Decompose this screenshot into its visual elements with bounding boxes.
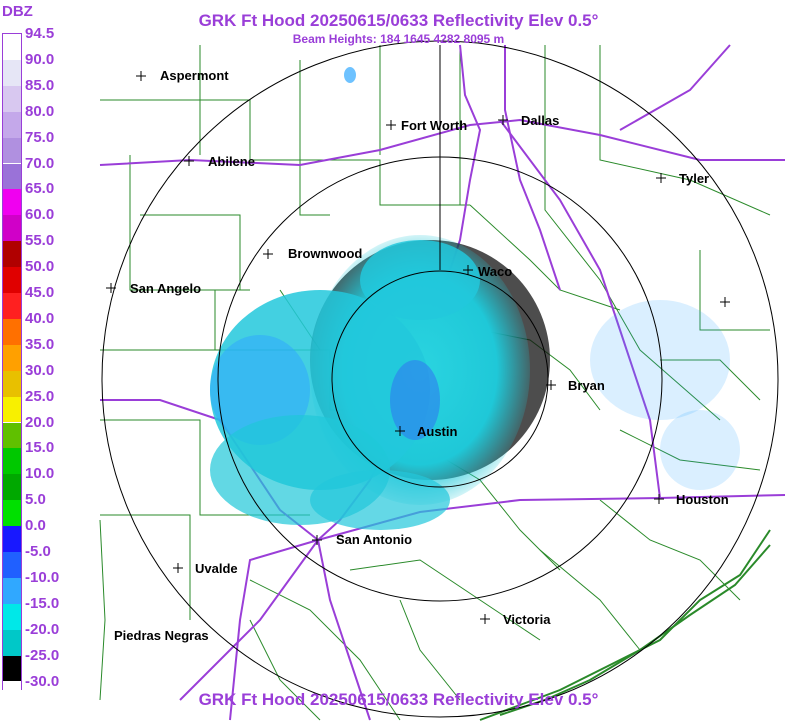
legend-value: -15.0 — [25, 594, 60, 612]
beam-heights: Beam Heights: 184 1645 4282 8095 m — [292, 32, 505, 46]
city-label-abilene: Abilene — [208, 154, 255, 169]
city-label-brownwood: Brownwood — [288, 246, 362, 261]
legend-value: 55.0 — [25, 232, 55, 250]
legend-swatch — [3, 59, 21, 86]
legend-swatch — [3, 500, 21, 527]
legend-value: 10.0 — [25, 465, 55, 483]
legend-value: -30.0 — [25, 672, 60, 690]
legend-value: 15.0 — [25, 439, 55, 457]
legend-value: 50.0 — [25, 258, 55, 276]
city-label-bryan: Bryan — [568, 378, 605, 393]
map-title: GRK Ft Hood 20250615/0633 Reflectivity E… — [198, 11, 599, 30]
city-label-austin: Austin — [417, 424, 458, 439]
legend-value: 94.5 — [25, 25, 55, 42]
legend-value: -20.0 — [25, 620, 60, 638]
legend-swatch — [3, 293, 21, 319]
legend-swatch — [3, 318, 21, 345]
legend-value: -5.0 — [25, 543, 51, 560]
legend-swatch — [3, 111, 21, 138]
legend-value: 40.0 — [25, 309, 55, 327]
legend-value: 80.0 — [25, 102, 55, 120]
legend-swatch — [3, 422, 21, 449]
legend-swatch — [3, 474, 21, 501]
legend-value: 45.0 — [25, 284, 55, 301]
legend-swatch — [3, 215, 21, 242]
city-label-houston: Houston — [676, 492, 729, 507]
legend-value: 65.0 — [25, 180, 55, 198]
city-marker — [106, 71, 730, 624]
legend-value: 30.0 — [25, 361, 55, 379]
city-label-fort-worth: Fort Worth — [401, 118, 467, 133]
legend-swatch — [3, 163, 21, 190]
map-title-bottom: GRK Ft Hood 20250615/0633 Reflectivity E… — [198, 690, 599, 709]
legend-value: 20.0 — [25, 413, 55, 431]
legend-value: 0.0 — [25, 517, 46, 535]
city-label-waco: Waco — [478, 264, 512, 279]
legend-swatch — [3, 603, 21, 630]
city-label-victoria: Victoria — [503, 612, 551, 627]
radar-echoes — [210, 67, 740, 530]
legend-swatch — [3, 448, 21, 475]
legend-unit: DBZ — [2, 3, 33, 20]
legend-swatch — [3, 552, 21, 578]
city-label-dallas: Dallas — [521, 113, 559, 128]
city-label-san-antonio: San Antonio — [336, 532, 412, 547]
legend-value: 90.0 — [25, 50, 55, 68]
legend-value: 70.0 — [25, 154, 55, 172]
legend-value: 25.0 — [25, 387, 55, 405]
legend-swatch — [3, 370, 21, 397]
city-label-aspermont: Aspermont — [160, 68, 229, 83]
city-label-san-angelo: San Angelo — [130, 281, 201, 296]
legend-swatch — [3, 396, 21, 423]
legend-swatch — [3, 681, 21, 708]
legend-swatch — [3, 344, 21, 371]
legend-value: 35.0 — [25, 335, 55, 353]
legend-value: 5.0 — [25, 491, 46, 509]
legend-swatch — [3, 655, 21, 682]
city-label-piedras-negras: Piedras Negras — [114, 628, 209, 643]
legend-value: -25.0 — [25, 646, 60, 664]
legend-value: -10.0 — [25, 568, 60, 586]
city-markers — [106, 71, 730, 624]
legend-swatch — [3, 629, 21, 656]
legend-swatch — [3, 241, 21, 268]
city-label-tyler: Tyler — [679, 171, 709, 186]
legend-swatch — [3, 85, 21, 112]
legend-value: 60.0 — [25, 206, 55, 224]
city-labels: Aspermont Fort Worth Dallas Abilene Tyle… — [114, 68, 729, 643]
city-label-uvalde: Uvalde — [195, 561, 238, 576]
legend-value: 75.0 — [25, 128, 55, 146]
legend-value: 85.0 — [25, 76, 55, 94]
legend-swatch — [3, 189, 21, 216]
legend-swatch — [3, 267, 21, 293]
legend-swatch — [3, 137, 21, 164]
legend-swatch — [3, 526, 21, 552]
legend-swatch — [3, 577, 21, 604]
legend-swatch — [3, 34, 21, 60]
